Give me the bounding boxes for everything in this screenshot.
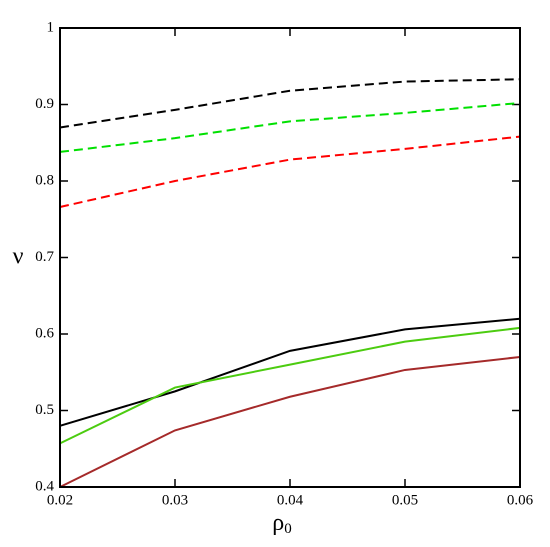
y-tick-label: 1: [47, 19, 55, 35]
y-tick-label: 0.5: [35, 402, 54, 418]
x-tick-label: 0.06: [507, 492, 534, 508]
series-line: [59, 326, 521, 445]
x-tick-label: 0.02: [47, 492, 73, 508]
y-tick-label: 0.4: [35, 478, 54, 494]
y-tick-label: 0.8: [35, 172, 54, 188]
plot-frame: [59, 27, 521, 488]
series-line: [59, 355, 521, 488]
y-tick-label: 0.9: [35, 96, 54, 112]
x-tick-label: 0.05: [392, 492, 418, 508]
y-tick-label: 0.7: [35, 249, 54, 265]
x-axis-title-sub: 0: [284, 521, 292, 537]
x-axis-title: ρ0: [272, 510, 291, 538]
series-line: [59, 78, 521, 129]
series-line: [59, 135, 521, 208]
y-axis-title: ν: [13, 244, 24, 270]
x-tick-label: 0.04: [277, 492, 304, 508]
x-tick-label: 0.03: [162, 492, 188, 508]
x-axis-title-main: ρ: [272, 510, 284, 536]
series-line: [59, 317, 521, 427]
y-tick-label: 0.6: [35, 325, 54, 341]
series-line: [59, 101, 521, 153]
